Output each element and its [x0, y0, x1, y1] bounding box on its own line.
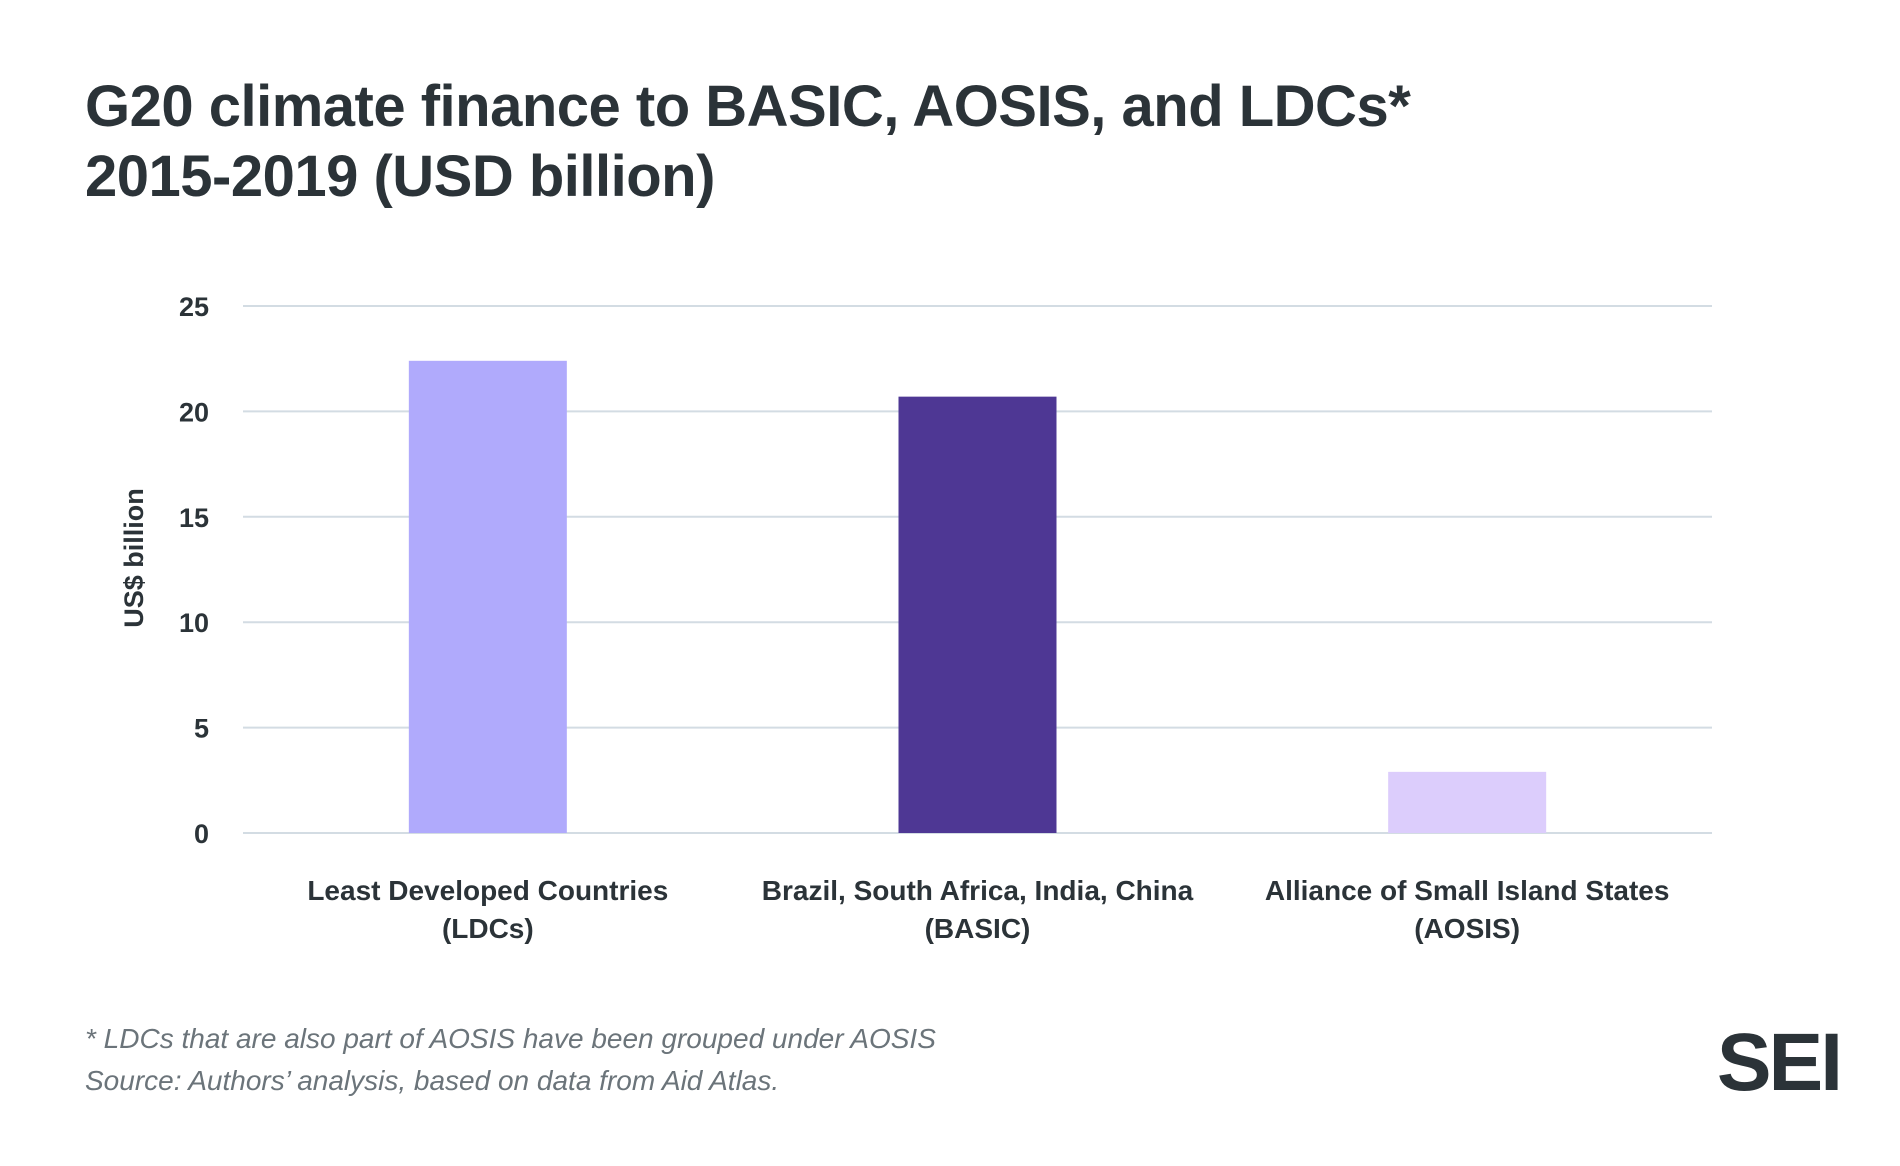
- footnote-source: Source: Authors’ analysis, based on data…: [85, 1065, 780, 1096]
- y-tick-label: 10: [179, 608, 209, 638]
- chart-title: G20 climate finance to BASIC, AOSIS, and…: [85, 72, 1411, 212]
- bar-3: [1388, 771, 1547, 833]
- footnote-note: * LDCs that are also part of AOSIS have …: [85, 1023, 936, 1054]
- x-category-label: Alliance of Small Island States (AOSIS): [1265, 875, 1670, 944]
- y-axis-ticks: 0 5 10 15 20 25: [179, 292, 209, 849]
- x-category-label-line: Least Developed Countries: [307, 875, 668, 906]
- bar-2: [898, 396, 1057, 833]
- x-category-label-line: (BASIC): [925, 913, 1031, 944]
- sei-logo: SEI: [1716, 1017, 1843, 1108]
- bar-1: [408, 360, 567, 833]
- footnotes: * LDCs that are also part of AOSIS have …: [85, 1018, 936, 1102]
- x-category-label-line: Brazil, South Africa, India, China: [762, 875, 1194, 906]
- y-tick-label: 5: [194, 714, 209, 744]
- x-category-label-line: Alliance of Small Island States: [1265, 875, 1670, 906]
- y-tick-label: 0: [194, 819, 209, 849]
- y-tick-label: 15: [179, 503, 209, 533]
- chart-title-line-2: 2015-2019 (USD billion): [85, 144, 715, 209]
- y-axis-title: US$ billion: [119, 488, 149, 628]
- x-category-label: Brazil, South Africa, India, China (BASIC…: [762, 875, 1194, 944]
- x-category-label-line: (LDCs): [442, 913, 534, 944]
- x-category-label-line: (AOSIS): [1414, 913, 1520, 944]
- bar-chart: 0 5 10 15 20 25 Least Developed Countries (LDC…: [119, 292, 1712, 944]
- y-tick-label: 25: [179, 292, 209, 322]
- y-tick-label: 20: [179, 397, 209, 427]
- bars: [408, 360, 1547, 833]
- x-axis-categories: Least Developed Countries (LDCs) Brazil, S…: [307, 875, 1669, 944]
- chart-title-line-1: G20 climate finance to BASIC, AOSIS, and…: [85, 74, 1411, 139]
- x-category-label: Least Developed Countries (LDCs): [307, 875, 668, 944]
